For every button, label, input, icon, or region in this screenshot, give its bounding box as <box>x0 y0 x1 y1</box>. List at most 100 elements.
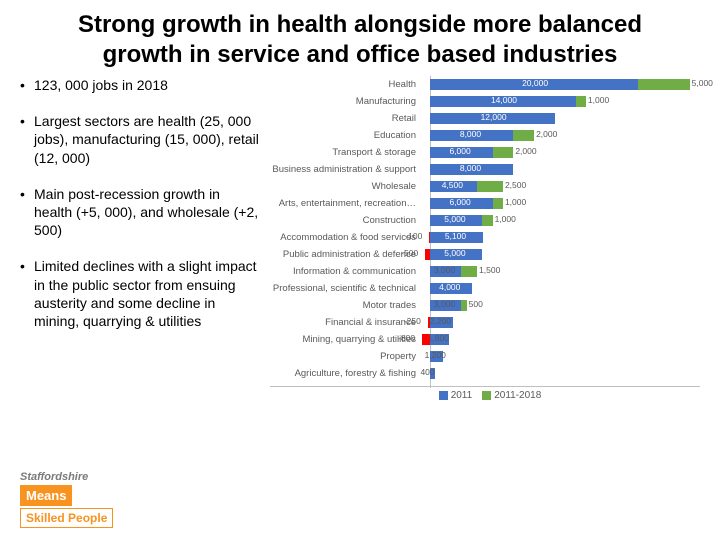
chart-row: Manufacturing14,0001,000 <box>270 93 700 110</box>
chart-row: Property 1,200 <box>270 348 700 365</box>
row-label: Accommodation & food services <box>270 232 420 243</box>
bar-area: 400 <box>420 368 700 379</box>
chart-row: Wholesale 4,500 2,500 <box>270 178 700 195</box>
chart-row: Retail 12,000 <box>270 110 700 127</box>
bar-area: 1,200 <box>420 351 700 362</box>
value-2011: 1,800 <box>428 333 449 343</box>
bar-area: 2,200-250 <box>420 317 700 328</box>
legend-swatch-2011 <box>439 391 448 400</box>
value-change: -500 <box>401 248 418 258</box>
value-2011: 3,000 <box>434 265 455 275</box>
bar-area: 20,0005,000 <box>420 79 700 90</box>
bar-area: 4,500 2,500 <box>420 181 700 192</box>
chart-row: Agriculture, forestry & fishing400 <box>270 365 700 382</box>
bar-change <box>477 181 503 192</box>
chart-row: Information & communication 3,000 1,500 <box>270 263 700 280</box>
row-label: Motor trades <box>270 300 420 311</box>
content-area: 123, 000 jobs in 2018Largest sectors are… <box>0 76 720 408</box>
row-label: Professional, scientific & technical <box>270 283 420 294</box>
legend-label-change: 2011-2018 <box>494 390 541 401</box>
bar-change <box>461 266 477 277</box>
value-2011: 8,000 <box>460 163 481 173</box>
row-label: Information & communication <box>270 266 420 277</box>
row-label: Health <box>270 79 420 90</box>
chart-row: Public administration & defence5,000-500 <box>270 246 700 263</box>
bar-area: 5,000 1,000 <box>420 215 700 226</box>
bar-change <box>493 147 514 158</box>
bar-change <box>482 215 492 226</box>
chart-legend: 2011 2011-2018 <box>270 386 700 410</box>
value-2011: 4,000 <box>439 282 460 292</box>
bar-change <box>425 249 430 260</box>
row-label: Financial & insurance <box>270 317 420 328</box>
bar-area: 6,0001,000 <box>420 198 700 209</box>
value-2011: 2,200 <box>430 316 451 326</box>
value-2011: 5,000 <box>444 214 465 224</box>
value-2011: 8,000 <box>460 129 481 139</box>
value-change: 1,000 <box>505 197 526 207</box>
chart-row: Transport & storage 6,000 2,000 <box>270 144 700 161</box>
chart-row: Business administration & support 8,000 <box>270 161 700 178</box>
logo-text-top: Staffordshire <box>20 471 113 483</box>
value-change: 5,000 <box>692 78 713 88</box>
value-2011: 3,000 <box>434 299 455 309</box>
bar-change <box>429 232 430 243</box>
value-change: 1,000 <box>588 95 609 105</box>
bullet-item: Main post-recession growth in health (+5… <box>20 185 260 240</box>
bar-change <box>638 79 690 90</box>
value-2011: 14,000 <box>491 95 517 105</box>
legend-label-2011: 2011 <box>451 390 473 401</box>
bar-area: 8,000 <box>420 164 700 175</box>
bar-change <box>576 96 586 107</box>
value-change: 1,000 <box>495 214 516 224</box>
row-label: Public administration & defence <box>270 249 420 260</box>
value-2011: 12,000 <box>481 112 507 122</box>
row-label: Business administration & support <box>270 164 420 175</box>
row-label: Wholesale <box>270 181 420 192</box>
bar-area: 12,000 <box>420 113 700 124</box>
value-2011: 400 <box>420 367 434 377</box>
value-change: -100 <box>405 231 422 241</box>
chart-row: Mining, quarrying & utilities1,800-800 <box>270 331 700 348</box>
chart-row: Education8,0002,000 <box>270 127 700 144</box>
sector-bar-chart: Health20,0005,000Manufacturing14,0001,00… <box>270 76 700 408</box>
chart-row: Health20,0005,000 <box>270 76 700 93</box>
value-change: -800 <box>398 333 415 343</box>
value-change: 500 <box>469 299 483 309</box>
row-label: Education <box>270 130 420 141</box>
bar-area: 14,000 1,000 <box>420 96 700 107</box>
value-2011: 1,200 <box>425 350 446 360</box>
chart-row: Accommodation & food services5,100-100 <box>270 229 700 246</box>
value-2011: 5,000 <box>444 248 465 258</box>
bar-change <box>493 198 503 209</box>
chart-row: Motor trades 3,000 500 <box>270 297 700 314</box>
bar-change <box>513 130 534 141</box>
chart-row: Arts, entertainment, recreation…6,0001,0… <box>270 195 700 212</box>
bar-area: 3,000 1,500 <box>420 266 700 277</box>
row-label: Agriculture, forestry & fishing <box>270 368 420 379</box>
bar-area: 8,0002,000 <box>420 130 700 141</box>
logo: Staffordshire Means Skilled People <box>20 471 113 528</box>
bullet-item: 123, 000 jobs in 2018 <box>20 76 260 94</box>
value-2011: 4,500 <box>442 180 463 190</box>
value-change: 2,500 <box>505 180 526 190</box>
row-label: Transport & storage <box>270 147 420 158</box>
bar-change <box>461 300 466 311</box>
chart-row: Financial & insurance2,200-250 <box>270 314 700 331</box>
bullet-list: 123, 000 jobs in 2018Largest sectors are… <box>20 76 260 330</box>
row-label: Property <box>270 351 420 362</box>
legend-swatch-change <box>482 391 491 400</box>
row-label: Retail <box>270 113 420 124</box>
chart-column: Health20,0005,000Manufacturing14,0001,00… <box>270 76 700 408</box>
value-change: 1,500 <box>479 265 500 275</box>
chart-row: Professional, scientific & technical 4,00… <box>270 280 700 297</box>
row-label: Arts, entertainment, recreation… <box>270 198 420 209</box>
value-change: 2,000 <box>515 146 536 156</box>
bar-area: 5,100-100 <box>420 232 700 243</box>
chart-row: Construction 5,000 1,000 <box>270 212 700 229</box>
value-2011: 6,000 <box>449 146 470 156</box>
logo-text-mid: Means <box>20 485 72 506</box>
bar-area: 5,000-500 <box>420 249 700 260</box>
row-label: Construction <box>270 215 420 226</box>
bullet-column: 123, 000 jobs in 2018Largest sectors are… <box>20 76 270 408</box>
